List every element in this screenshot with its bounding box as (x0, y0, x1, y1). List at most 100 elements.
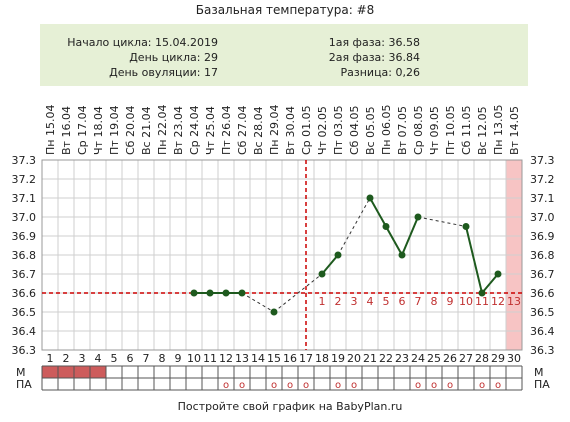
y-tick-label-right: 36.7 (530, 268, 555, 281)
info-right: 1ая фаза: 36.58 (329, 36, 420, 49)
date-label: Вс 28.04 (252, 106, 265, 155)
m-cell (90, 366, 106, 378)
point (478, 289, 486, 297)
m-cell (58, 366, 74, 378)
phase2-label: 8 (431, 295, 438, 308)
phase2-label: 2 (335, 295, 342, 308)
day-number: 16 (283, 352, 297, 365)
y-tick-label: 36.5 (12, 306, 37, 319)
chart-title: Базальная температура: #8 (196, 3, 375, 17)
day-number: 18 (315, 352, 329, 365)
date-label: Вт 30.04 (284, 106, 297, 155)
point (382, 223, 390, 230)
day-number: 26 (443, 352, 457, 365)
y-tick-label-right: 36.8 (530, 249, 555, 262)
date-label: Пн 06.05 (380, 105, 393, 155)
footer: Постройте свой график на BabyPlan.ru (178, 400, 403, 413)
date-label: Пт 26.04 (220, 105, 233, 155)
phase2-label: 13 (507, 295, 521, 308)
date-label: Чт 25.04 (204, 106, 217, 155)
pa-mark: o (223, 380, 229, 391)
day-number: 29 (491, 352, 505, 365)
date-label: Пн 29.04 (268, 105, 281, 155)
point (494, 270, 502, 278)
y-tick-label: 36.7 (12, 268, 37, 281)
day-number: 3 (79, 352, 86, 365)
date-label: Вт 14.05 (508, 106, 521, 155)
date-label: Сб 20.04 (124, 106, 137, 155)
date-label: Вс 12.05 (476, 106, 489, 155)
gap-connector (417, 216, 467, 227)
day-number: 8 (159, 352, 166, 365)
y-tick-label-right: 36.3 (530, 344, 555, 357)
pa-mark: o (495, 380, 501, 391)
pa-mark: o (271, 380, 277, 391)
point (206, 289, 214, 297)
day-number: 24 (411, 352, 425, 365)
day-number: 4 (95, 352, 102, 365)
y-tick-label: 37.1 (12, 192, 37, 205)
pa-mark: o (479, 380, 485, 391)
date-label: Чт 02.05 (316, 106, 329, 155)
y-tick-label-right: 36.6 (530, 287, 555, 300)
pa-mark: o (239, 380, 245, 391)
pa-mark: o (447, 380, 453, 391)
phase2-label: 11 (475, 295, 489, 308)
day-number: 21 (363, 352, 377, 365)
date-label: Вт 23.04 (172, 106, 185, 155)
phase2-label: 5 (383, 295, 390, 308)
y-tick-label: 36.4 (12, 325, 37, 338)
day-number: 11 (203, 352, 217, 365)
date-label: Пт 19.04 (108, 105, 121, 155)
date-label: Вт 16.04 (60, 106, 73, 155)
day-number: 1 (47, 352, 54, 365)
pa-mark: o (303, 380, 309, 391)
date-label: Пн 13.05 (492, 105, 505, 155)
phase2-label: 9 (447, 295, 454, 308)
pa-mark: o (335, 380, 341, 391)
date-label: Пн 22.04 (156, 105, 169, 155)
date-label: Сб 27.04 (236, 106, 249, 155)
day-number: 2 (63, 352, 70, 365)
date-label: Вс 21.04 (140, 106, 153, 155)
day-number: 17 (299, 352, 313, 365)
y-tick-label: 36.8 (12, 249, 37, 262)
phase2-label: 7 (415, 295, 422, 308)
date-label: Чт 09.05 (428, 106, 441, 155)
info-right: Разница: 0,26 (341, 66, 421, 79)
point (398, 251, 406, 259)
point (190, 289, 198, 297)
gap-connector (241, 292, 275, 313)
day-number: 15 (267, 352, 281, 365)
day-number: 22 (379, 352, 393, 365)
y-tick-label-right: 37.2 (530, 173, 555, 186)
date-label: Вт 07.05 (396, 106, 409, 155)
y-tick-label: 37.3 (12, 154, 37, 167)
line-piece (321, 254, 339, 275)
date-label: Ср 17.04 (76, 105, 89, 155)
phase2-label: 6 (399, 295, 406, 308)
info-right: 2ая фаза: 36.84 (329, 51, 420, 64)
point (318, 270, 326, 278)
date-label: Сб 04.05 (348, 106, 361, 155)
day-number: 28 (475, 352, 489, 365)
day-number: 25 (427, 352, 441, 365)
point (366, 194, 374, 202)
day-number: 13 (235, 352, 249, 365)
pa-mark: o (287, 380, 293, 391)
date-label: Сб 11.05 (460, 106, 473, 155)
y-tick-label-right: 36.9 (530, 230, 555, 243)
y-tick-label-right: 37.3 (530, 154, 555, 167)
info-box (40, 24, 528, 86)
date-label: Ср 01.05 (300, 105, 313, 155)
row-label-right: ПА (534, 378, 550, 391)
day-number: 12 (219, 352, 233, 365)
info-left: День овуляции: 17 (109, 66, 218, 79)
y-tick-label-right: 36.4 (530, 325, 555, 338)
date-label: Пн 15.04 (44, 105, 57, 155)
date-label: Вс 05.05 (364, 106, 377, 155)
y-tick-label: 37.0 (12, 211, 37, 224)
pa-mark: o (431, 380, 437, 391)
row-label: М (16, 366, 26, 379)
